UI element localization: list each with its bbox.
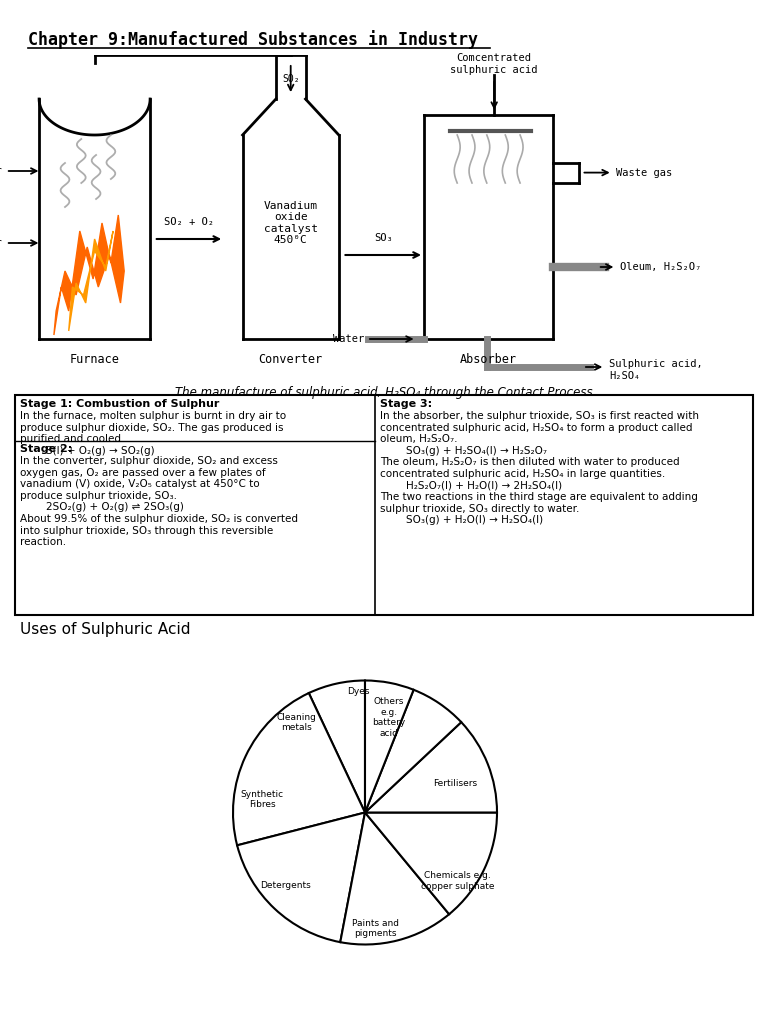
Text: Chemicals e.g.
copper sulphate: Chemicals e.g. copper sulphate bbox=[421, 871, 494, 891]
Text: SO₂ + O₂: SO₂ + O₂ bbox=[164, 217, 214, 227]
Text: Converter: Converter bbox=[259, 352, 323, 366]
Text: In the furnace, molten sulphur is burnt in dry air to
produce sulphur dioxide, S: In the furnace, molten sulphur is burnt … bbox=[20, 411, 286, 456]
Text: Dyes: Dyes bbox=[347, 686, 369, 695]
Polygon shape bbox=[68, 231, 113, 331]
Text: Detergents: Detergents bbox=[260, 881, 311, 890]
Text: Stage 1: Combustion of Sulphur: Stage 1: Combustion of Sulphur bbox=[20, 399, 220, 409]
Wedge shape bbox=[309, 681, 365, 812]
Text: Synthetic
Fibres: Synthetic Fibres bbox=[240, 790, 283, 809]
Wedge shape bbox=[233, 693, 365, 846]
Text: Stage 3:: Stage 3: bbox=[380, 399, 432, 409]
Text: SO₃: SO₃ bbox=[374, 233, 392, 243]
Text: The manufacture of sulphuric acid, H₂SO₄ through the Contact Process: The manufacture of sulphuric acid, H₂SO₄… bbox=[175, 386, 593, 399]
Text: Others
e.g.
battery
acid: Others e.g. battery acid bbox=[372, 697, 406, 737]
Text: Absorber: Absorber bbox=[460, 352, 517, 366]
Text: Fertilisers: Fertilisers bbox=[432, 779, 477, 787]
Wedge shape bbox=[237, 812, 365, 942]
Text: Dry air: Dry air bbox=[0, 238, 2, 248]
Text: Chapter 9:Manufactured Substances in Industry: Chapter 9:Manufactured Substances in Ind… bbox=[28, 30, 478, 49]
Text: Furnace: Furnace bbox=[70, 352, 120, 366]
Text: In the converter, sulphur dioxide, SO₂ and excess
oxygen gas, O₂ are passed over: In the converter, sulphur dioxide, SO₂ a… bbox=[20, 456, 298, 547]
Text: Uses of Sulphuric Acid: Uses of Sulphuric Acid bbox=[20, 622, 190, 637]
Text: Oleum, H₂S₂O₇: Oleum, H₂S₂O₇ bbox=[620, 262, 701, 272]
Wedge shape bbox=[365, 681, 414, 812]
Text: In the absorber, the sulphur trioxide, SO₃ is first reacted with
concentrated su: In the absorber, the sulphur trioxide, S… bbox=[380, 411, 699, 525]
Text: Sulphur: Sulphur bbox=[0, 166, 2, 176]
Wedge shape bbox=[365, 812, 497, 914]
Text: Sulphuric acid,
H₂SO₄: Sulphuric acid, H₂SO₄ bbox=[609, 359, 703, 381]
Polygon shape bbox=[54, 215, 124, 335]
Wedge shape bbox=[340, 812, 449, 944]
Text: Cleaning
metals: Cleaning metals bbox=[276, 713, 316, 732]
Text: Water: Water bbox=[333, 334, 365, 344]
Text: Stage 2:: Stage 2: bbox=[20, 444, 72, 454]
Text: Comcentrated
sulphuric acid: Comcentrated sulphuric acid bbox=[451, 53, 538, 75]
Text: SO₂: SO₂ bbox=[282, 74, 300, 84]
Wedge shape bbox=[365, 722, 497, 812]
Text: Vanadium
oxide
catalyst
450⁰C: Vanadium oxide catalyst 450⁰C bbox=[263, 201, 318, 246]
Wedge shape bbox=[365, 690, 462, 812]
Text: Paints and
pigments: Paints and pigments bbox=[352, 919, 399, 938]
Text: Waste gas: Waste gas bbox=[616, 168, 673, 177]
Bar bbox=[15, 395, 753, 615]
